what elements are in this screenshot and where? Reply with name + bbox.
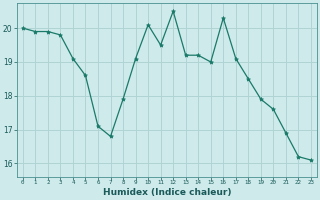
X-axis label: Humidex (Indice chaleur): Humidex (Indice chaleur) — [103, 188, 231, 197]
